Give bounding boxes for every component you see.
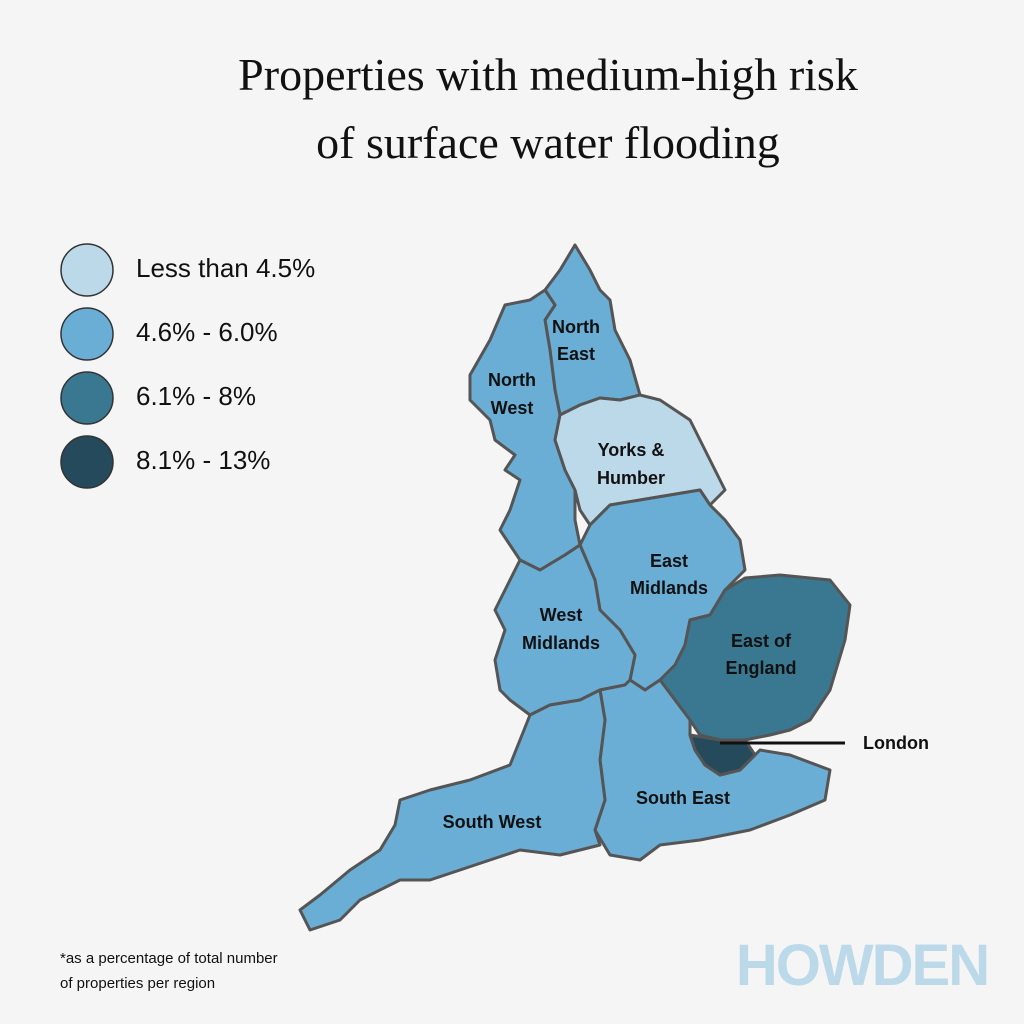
region-label: West	[491, 398, 534, 418]
legend-label: 4.6% - 6.0%	[136, 317, 278, 347]
region-label: South West	[443, 812, 542, 832]
region	[298, 688, 607, 932]
title: of surface water flooding	[316, 117, 780, 168]
legend-swatch	[60, 243, 114, 297]
title: Properties with medium-high risk	[238, 49, 858, 100]
legend-label: Less than 4.5%	[136, 253, 315, 283]
region-label: Humber	[597, 468, 665, 488]
legend: Less than 4.5% 4.6% - 6.0% 6.1% - 8% 8.1% -…	[60, 243, 315, 489]
legend-swatch	[60, 371, 114, 425]
legend-label: 6.1% - 8%	[136, 381, 256, 411]
region-label: Midlands	[522, 633, 600, 653]
region-label: South East	[636, 788, 730, 808]
legend-label: 8.1% - 13%	[136, 445, 270, 475]
footnote: *as a percentage of total number	[60, 950, 278, 967]
footnote: of properties per region	[60, 975, 215, 992]
region-label: East	[650, 551, 688, 571]
region-label: North	[552, 317, 600, 337]
region-label: West	[540, 605, 583, 625]
region-label: North	[488, 370, 536, 390]
region-label: East	[557, 344, 595, 364]
logo: HOWDEN	[736, 933, 988, 998]
region-labels: North East North West Yorks & Humber Eas…	[443, 317, 929, 832]
region-label: Midlands	[630, 578, 708, 598]
region-label: East of	[731, 631, 792, 651]
legend-swatch	[60, 435, 114, 489]
region-label: London	[863, 733, 929, 753]
region-label: Yorks &	[598, 440, 665, 460]
region	[688, 733, 757, 777]
region-label: England	[726, 658, 797, 678]
legend-swatch	[60, 307, 114, 361]
map	[298, 243, 852, 932]
